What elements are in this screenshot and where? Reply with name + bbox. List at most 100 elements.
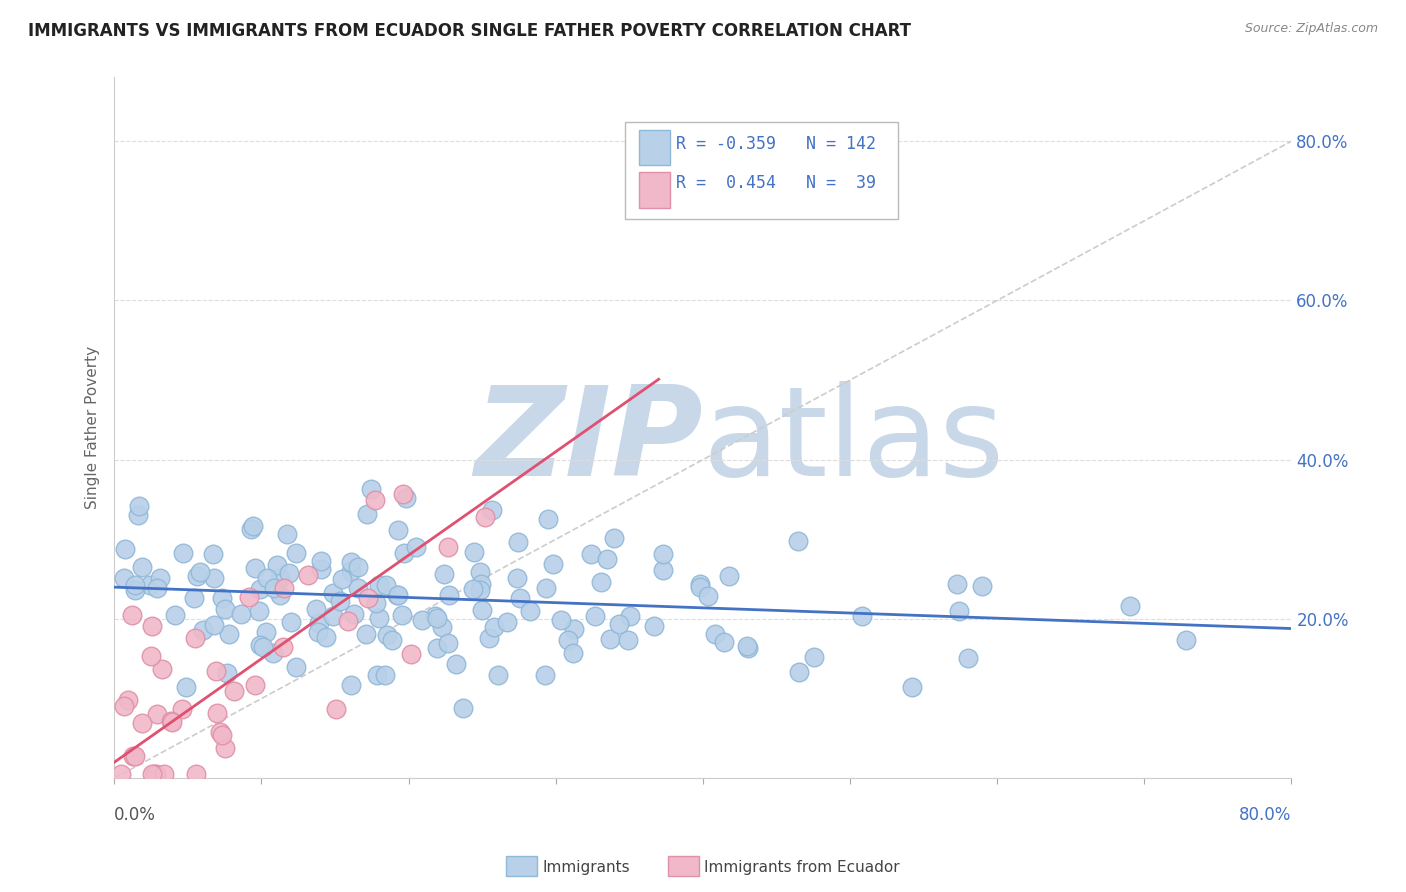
Point — [366, 668, 388, 682]
Point — [229, 607, 252, 621]
Point — [172, 702, 194, 716]
Point — [215, 666, 238, 681]
Point — [243, 678, 266, 692]
Point — [146, 706, 169, 721]
Point — [266, 558, 288, 573]
Point — [385, 588, 408, 602]
Point — [581, 547, 603, 561]
Point — [970, 579, 993, 593]
Point — [717, 569, 740, 583]
Point — [309, 554, 332, 568]
Point — [470, 576, 492, 591]
Point — [468, 565, 491, 579]
Point — [367, 611, 389, 625]
Point — [786, 534, 808, 549]
Point — [589, 575, 612, 590]
Point — [374, 667, 396, 681]
Point — [322, 585, 344, 599]
Point — [284, 659, 307, 673]
Point — [496, 615, 519, 630]
Point — [269, 571, 291, 585]
Point — [329, 593, 352, 607]
Point — [262, 646, 284, 660]
Text: R = -0.359   N = 142: R = -0.359 N = 142 — [676, 136, 876, 153]
Point — [146, 581, 169, 595]
Point — [394, 491, 416, 505]
Point — [463, 582, 485, 596]
Point — [214, 602, 236, 616]
Point — [509, 591, 531, 605]
Point — [562, 622, 585, 636]
Point — [143, 767, 166, 781]
Point — [152, 767, 174, 781]
Point — [240, 522, 263, 536]
Point — [308, 616, 330, 631]
Point — [787, 665, 810, 680]
Point — [124, 578, 146, 592]
Point — [249, 638, 271, 652]
Point — [437, 588, 460, 602]
Point — [163, 607, 186, 622]
Point — [284, 546, 307, 560]
Point — [537, 512, 560, 526]
Text: IMMIGRANTS VS IMMIGRANTS FROM ECUADOR SINGLE FATHER POVERTY CORRELATION CHART: IMMIGRANTS VS IMMIGRANTS FROM ECUADOR SI… — [28, 22, 911, 40]
Point — [392, 546, 415, 560]
Point — [340, 678, 363, 692]
Text: Immigrants: Immigrants — [543, 860, 630, 874]
Point — [561, 646, 583, 660]
Point — [218, 627, 240, 641]
Point — [689, 580, 711, 594]
Point — [957, 650, 980, 665]
Point — [643, 619, 665, 633]
Point — [381, 633, 404, 648]
Point — [803, 650, 825, 665]
Point — [368, 577, 391, 591]
Point — [263, 581, 285, 595]
Point — [247, 604, 270, 618]
Point — [482, 620, 505, 634]
Point — [139, 577, 162, 591]
Point — [541, 558, 564, 572]
Y-axis label: Single Father Poverty: Single Father Poverty — [86, 346, 100, 509]
Point — [309, 562, 332, 576]
Point — [124, 749, 146, 764]
Point — [191, 623, 214, 637]
Point — [145, 767, 167, 781]
Point — [363, 493, 385, 508]
Point — [114, 542, 136, 557]
Point — [901, 680, 924, 694]
Point — [124, 583, 146, 598]
Point — [325, 702, 347, 716]
Point — [252, 640, 274, 654]
Point — [211, 591, 233, 605]
Point — [278, 566, 301, 580]
Point — [481, 502, 503, 516]
Point — [550, 613, 572, 627]
Point — [322, 608, 344, 623]
Point — [1119, 599, 1142, 613]
Point — [186, 568, 208, 582]
Point — [704, 626, 727, 640]
Point — [150, 662, 173, 676]
Point — [478, 631, 501, 645]
Point — [619, 608, 641, 623]
Point — [214, 740, 236, 755]
Point — [533, 668, 555, 682]
Point — [387, 588, 409, 602]
Point — [607, 616, 630, 631]
Point — [437, 540, 460, 554]
Point — [426, 640, 449, 655]
Point — [696, 589, 718, 603]
Point — [242, 519, 264, 533]
Point — [411, 613, 433, 627]
Point — [347, 560, 370, 574]
Point — [280, 615, 302, 629]
Text: Source: ZipAtlas.com: Source: ZipAtlas.com — [1244, 22, 1378, 36]
Point — [595, 552, 617, 566]
Point — [399, 647, 422, 661]
Point — [405, 540, 427, 554]
Point — [617, 632, 640, 647]
Point — [851, 609, 873, 624]
Point — [205, 664, 228, 678]
Point — [141, 649, 163, 664]
